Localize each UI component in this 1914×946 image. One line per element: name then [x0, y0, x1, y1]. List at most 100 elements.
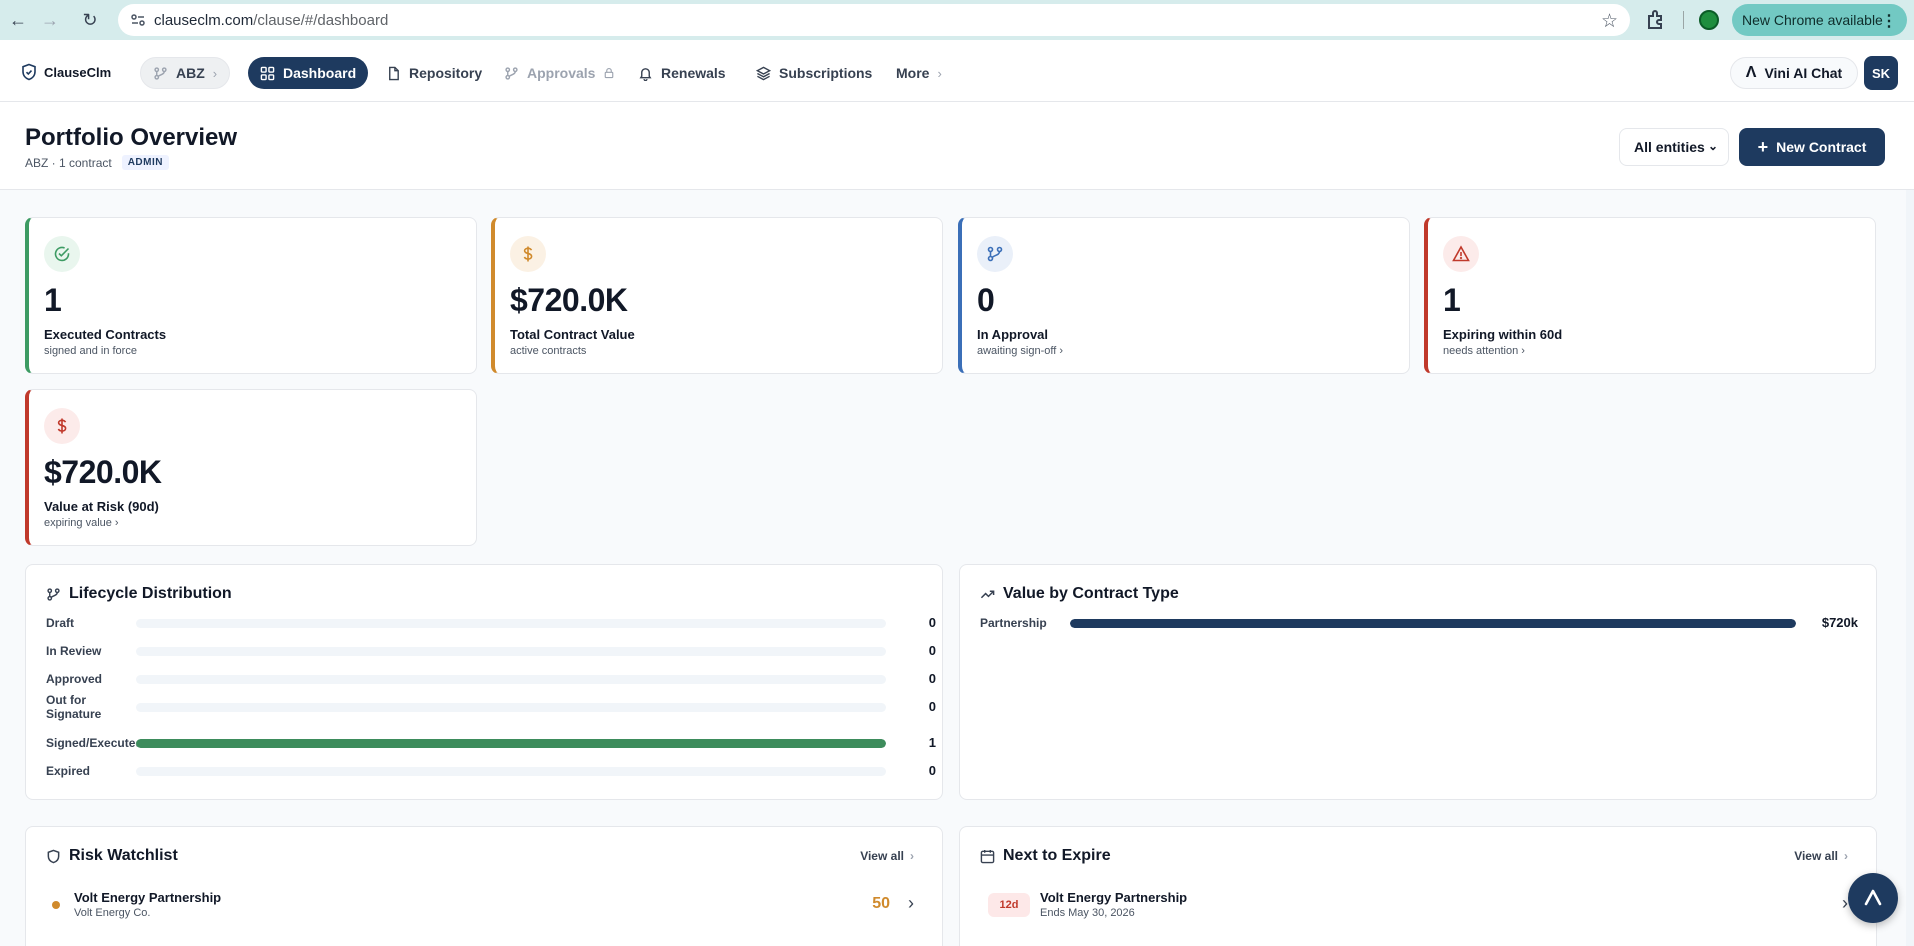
profile-icon[interactable]: [1699, 10, 1719, 30]
kpi-icon-wrap: [977, 236, 1013, 272]
contract-name: Volt Energy Partnership: [1040, 890, 1188, 905]
nav-renewals[interactable]: Renewals: [626, 57, 738, 89]
extensions-icon[interactable]: [1645, 8, 1669, 32]
next-to-expire-panel: Next to Expire View all › 12d Volt Energ…: [959, 826, 1877, 946]
user-avatar[interactable]: SK: [1864, 56, 1898, 90]
kpi-label: Expiring within 60d: [1443, 327, 1563, 342]
lifecycle-bar-track: [136, 767, 886, 776]
nav-dashboard[interactable]: Dashboard: [248, 57, 369, 89]
nav-approvals[interactable]: Approvals: [492, 57, 627, 89]
branch-icon: [154, 66, 167, 80]
warning-triangle-icon: [1452, 245, 1470, 262]
branch-icon: [987, 246, 1003, 262]
kebab-menu-icon[interactable]: ⋮: [1881, 13, 1897, 30]
nav-more-label: More: [896, 65, 930, 81]
url-text: clauseclm.com/clause/#/dashboard: [154, 12, 388, 29]
risk-watchlist-title: Risk Watchlist: [69, 847, 178, 864]
lifecycle-row: In Review 0: [46, 643, 936, 671]
kpi-value: 1: [1443, 282, 1461, 318]
kpi-sub[interactable]: expiring value ›: [44, 517, 119, 529]
app-logo[interactable]: ClauseClm: [20, 63, 111, 81]
chrome-update-button[interactable]: New Chrome available ⋮: [1732, 4, 1907, 36]
nav-repository[interactable]: Repository: [374, 57, 494, 89]
kpi-value-at-risk[interactable]: $720.0K Value at Risk (90d) expiring val…: [25, 389, 477, 546]
lifecycle-row: Draft 0: [46, 615, 936, 643]
check-circle-icon: [54, 246, 70, 262]
new-contract-label: New Contract: [1776, 139, 1867, 155]
chevron-down-icon: ⌄: [1707, 139, 1718, 153]
lifecycle-label: Expired: [46, 764, 91, 778]
contract-end-date: Ends May 30, 2026: [1040, 907, 1135, 919]
branch-icon: [505, 66, 518, 80]
reload-icon[interactable]: ↻: [82, 9, 98, 30]
lifecycle-count: 0: [928, 671, 936, 686]
dollar-icon: [523, 246, 533, 262]
lifecycle-label: In Review: [46, 644, 102, 658]
subtitle-text: ABZ · 1 contract: [25, 155, 112, 170]
lifecycle-title: Lifecycle Distribution: [69, 585, 232, 602]
counterparty-name: Volt Energy Co.: [74, 907, 151, 919]
contract-type-bar-fill: [1070, 619, 1796, 628]
calendar-icon: [980, 849, 995, 863]
kpi-in-approval[interactable]: 0 In Approval awaiting sign-off ›: [958, 217, 1410, 374]
nav-subscriptions[interactable]: Subscriptions: [744, 57, 884, 89]
entity-filter-select[interactable]: All entities ⌄: [1619, 128, 1729, 166]
chevron-right-icon: ›: [908, 893, 914, 913]
kpi-value: $720.0K: [44, 454, 162, 490]
kpi-expiring-60d[interactable]: 1 Expiring within 60d needs attention ›: [1424, 217, 1876, 374]
nav-dashboard-label: Dashboard: [283, 65, 357, 81]
contract-type-row: Partnership $720k: [980, 615, 1858, 635]
back-icon[interactable]: ←: [9, 9, 27, 30]
kpi-icon-wrap: [44, 408, 80, 444]
page-scrollbar[interactable]: [1906, 190, 1914, 946]
nav-more[interactable]: More ›: [884, 57, 954, 89]
panel-title: Value by Contract Type: [980, 585, 1179, 603]
lifecycle-count: 0: [928, 643, 936, 658]
caret-up-icon: [1864, 889, 1882, 906]
kpi-label: In Approval: [977, 327, 1049, 342]
lifecycle-row: Expired 0: [46, 763, 936, 791]
risk-watchlist-panel: Risk Watchlist View all › Volt Energy Pa…: [25, 826, 943, 946]
lifecycle-row: Approved 0: [46, 671, 936, 699]
kpi-total-contract-value[interactable]: $720.0K Total Contract Value active cont…: [491, 217, 943, 374]
kpi-label: Total Contract Value: [510, 327, 635, 342]
dashboard-icon: [260, 66, 275, 80]
lifecycle-bar-fill: [136, 739, 886, 748]
entity-label: ABZ: [176, 65, 205, 81]
lifecycle-label: Approved: [46, 672, 103, 686]
lifecycle-bar-track: [136, 675, 886, 684]
entity-switcher[interactable]: ABZ ›: [140, 57, 231, 89]
kpi-executed-contracts[interactable]: 1 Executed Contracts signed and in force: [25, 217, 477, 374]
value-by-type-panel: Value by Contract Type Partnership $720k: [959, 564, 1877, 800]
new-contract-button[interactable]: + New Contract: [1739, 128, 1885, 166]
ai-assistant-fab[interactable]: [1848, 873, 1898, 923]
page-title: Portfolio Overview: [25, 124, 238, 151]
contract-type-bar-track: [1070, 619, 1796, 628]
kpi-label: Executed Contracts: [44, 327, 167, 342]
kpi-sub: active contracts: [510, 345, 587, 357]
expiring-item[interactable]: 12d Volt Energy Partnership Ends May 30,…: [960, 889, 1856, 929]
view-all-label: View all: [1794, 849, 1838, 863]
lifecycle-label: Signed/Executed: [46, 736, 138, 750]
lifecycle-count: 0: [928, 615, 936, 630]
forward-icon[interactable]: →: [41, 9, 59, 30]
url-host: clauseclm.com: [154, 12, 254, 29]
kpi-sub[interactable]: awaiting sign-off ›: [977, 345, 1064, 357]
risk-view-all-link[interactable]: View all ›: [860, 849, 914, 863]
site-settings-icon[interactable]: [130, 12, 146, 28]
kpi-sub[interactable]: needs attention ›: [1443, 345, 1525, 357]
lock-icon: [605, 67, 614, 79]
address-bar[interactable]: clauseclm.com/clause/#/dashboard ☆: [118, 4, 1630, 36]
ai-chat-button[interactable]: Λ Vini AI Chat: [1730, 57, 1858, 89]
panel-title: Lifecycle Distribution: [46, 585, 232, 603]
lifecycle-count: 0: [928, 763, 936, 778]
branch-icon: [47, 587, 60, 601]
lifecycle-count: 0: [928, 699, 936, 714]
lifecycle-bar-track: [136, 703, 886, 712]
browser-toolbar: ← → ↻ clauseclm.com/clause/#/dashboard ☆…: [0, 0, 1914, 40]
expire-view-all-link[interactable]: View all ›: [1794, 849, 1848, 863]
value-by-type-title: Value by Contract Type: [1003, 585, 1179, 602]
bookmark-star-icon[interactable]: ☆: [1600, 11, 1618, 32]
watchlist-item[interactable]: Volt Energy Partnership Volt Energy Co. …: [46, 889, 922, 929]
lifecycle-row: Out for Signature 0: [46, 693, 936, 727]
